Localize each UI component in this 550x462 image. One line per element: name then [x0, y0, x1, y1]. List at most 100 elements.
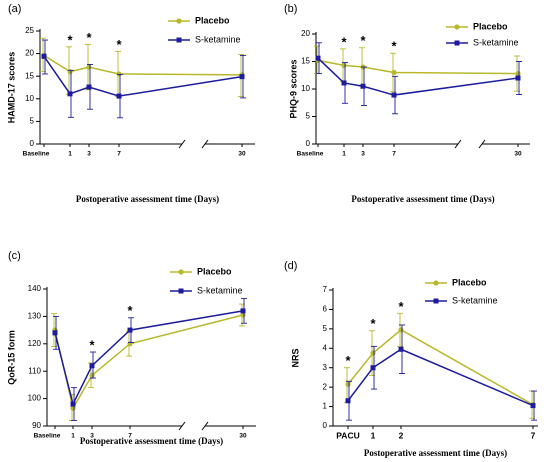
x-tick-label: 2 — [399, 430, 404, 440]
data-point — [67, 91, 73, 97]
x-tick-label: Baseline — [23, 151, 50, 158]
x-tick-label: 1 — [371, 430, 376, 440]
y-tick-label: 90 — [32, 421, 41, 430]
data-point — [127, 327, 133, 333]
legend-marker — [433, 280, 439, 286]
data-point — [67, 69, 73, 75]
legend-item: Placebo — [446, 21, 508, 31]
data-point — [341, 62, 347, 68]
legend-item: S-ketamine — [168, 34, 241, 44]
x-axis-title: Postoperative assessment time (Days) — [76, 194, 219, 204]
legend-label: Placebo — [452, 277, 487, 287]
series-placebo — [51, 303, 246, 421]
y-tick-label: 6 — [323, 305, 328, 314]
significance-star: * — [341, 34, 347, 49]
y-tick-label: 20 — [25, 49, 34, 58]
significance-star: * — [86, 30, 92, 45]
data-point — [360, 83, 366, 89]
data-point — [89, 363, 95, 369]
legend-label: Placebo — [197, 266, 232, 276]
x-tick-label: 3 — [90, 433, 94, 440]
chart-panel-1: (a) 0 5 10 15 20 25 Baseline 1 3 7 30 Postoperative … — [6, 3, 255, 204]
series-line — [43, 55, 243, 97]
series-s-ketamine — [345, 324, 537, 421]
data-point — [398, 346, 404, 352]
significance-star: * — [89, 337, 95, 352]
y-tick-label: 130 — [28, 312, 42, 321]
data-point — [391, 69, 397, 76]
y-tick-label: 5 — [30, 117, 35, 126]
x-tick-label: 3 — [87, 151, 91, 158]
legend-item: S-ketamine — [170, 285, 243, 295]
y-axis-title: HAMD-17 scores — [6, 52, 16, 124]
significance-star: * — [398, 299, 404, 314]
axis-break-slash — [178, 421, 186, 431]
legend-marker — [176, 18, 182, 24]
axis-break-slash — [478, 139, 486, 149]
axes — [43, 287, 256, 431]
legend-label: S-ketamine — [195, 34, 241, 44]
legend-marker — [433, 298, 439, 304]
significance-star: * — [116, 37, 122, 52]
axis-break-marker — [454, 139, 486, 149]
chart-panel-3: (c) 90 100 110 120 130 140 Baseline 1 3 7 30 Postope… — [6, 250, 256, 446]
x-tick-label: PACU — [336, 430, 359, 440]
series-line — [347, 348, 534, 407]
y-tick-label: 0 — [306, 139, 311, 148]
data-point — [239, 74, 245, 80]
x-axis-title: Postoperative assessment time (Days) — [351, 194, 494, 204]
y-tick-label: 0 — [30, 139, 35, 148]
x-tick-label: 7 — [531, 430, 536, 440]
x-tick-label: 7 — [392, 151, 396, 158]
axes — [36, 29, 255, 149]
legend-item: Placebo — [170, 266, 232, 276]
x-tick-label: 7 — [128, 433, 132, 440]
significance-star: * — [370, 316, 376, 331]
legend-label: S-ketamine — [473, 37, 519, 47]
data-point — [515, 71, 521, 77]
legend-marker — [454, 40, 460, 46]
data-point — [370, 365, 376, 371]
y-tick-label: 7 — [323, 285, 328, 294]
x-tick-label: Baseline — [34, 433, 61, 440]
chart-panel-4: (d) 0 1 2 3 4 5 6 7 PACU 1 2 7 Postoperative assessme… — [284, 260, 538, 458]
data-point — [116, 71, 122, 77]
x-axis-title: Postoperative assessment time (Days) — [80, 436, 223, 446]
significance-star: * — [345, 353, 351, 368]
panel-label: (b) — [284, 3, 297, 15]
significance-star: * — [391, 39, 397, 54]
data-point — [240, 308, 246, 314]
data-point — [515, 75, 521, 81]
x-tick-label: 30 — [239, 433, 247, 440]
significance-star: * — [67, 32, 73, 47]
data-point — [530, 403, 536, 409]
y-tick-label: 25 — [25, 26, 34, 35]
chart-panel-2: (b) 0 5 10 15 20 Baseline 1 3 7 30 Postoperative as… — [284, 3, 530, 204]
data-point — [89, 372, 95, 378]
x-tick-label: 1 — [68, 151, 72, 158]
legend-label: S-ketamine — [197, 285, 243, 295]
x-axis-title: Postoperative assessment time (Days) — [364, 448, 507, 458]
x-tick-label: 30 — [238, 151, 246, 158]
legend-label: S-ketamine — [452, 295, 498, 305]
data-point — [345, 398, 351, 404]
y-tick-label: 110 — [28, 366, 41, 375]
data-point — [391, 92, 397, 98]
legend: Placebo S-ketamine — [170, 266, 243, 295]
legend-marker — [178, 269, 184, 275]
y-tick-label: 100 — [28, 394, 42, 403]
panel-label: (d) — [284, 260, 297, 272]
y-tick-label: 5 — [323, 324, 328, 333]
panel-label: (c) — [8, 250, 21, 262]
y-axis-title: NRS — [290, 348, 300, 367]
x-tick-label: 7 — [117, 151, 121, 158]
legend-item: S-ketamine — [425, 295, 498, 305]
series-line — [54, 314, 244, 411]
axis-break-slash — [454, 139, 462, 149]
panel-label: (a) — [8, 3, 21, 15]
x-tick-label: 1 — [71, 433, 75, 440]
axis-break-slash — [201, 421, 209, 431]
legend-marker — [178, 288, 184, 294]
axis-break-slash — [178, 139, 186, 149]
data-point — [70, 401, 76, 407]
